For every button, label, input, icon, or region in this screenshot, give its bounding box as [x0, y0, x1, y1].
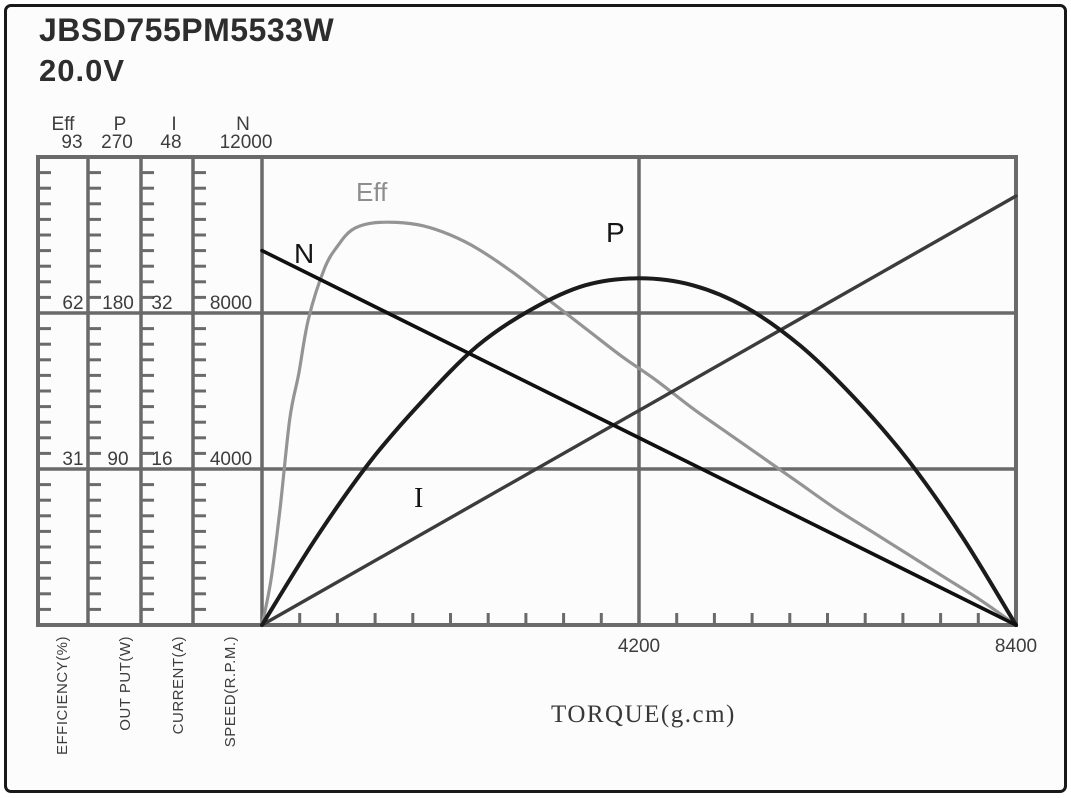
series-i: [260, 194, 1018, 627]
x-axis-title: TORQUE(g.cm): [551, 701, 736, 728]
x-tick-label-4200: 4200: [618, 636, 660, 657]
y-axis-title-efficiency: EFFICIENCY(%): [54, 636, 71, 755]
scale-name-eff: Eff: [52, 114, 76, 135]
series-eff: [260, 220, 1018, 627]
plot-border: [36, 155, 1018, 627]
x-tick-label-8400: 8400: [995, 636, 1037, 657]
scale-minor-ticks: [38, 171, 206, 611]
curve-label-i: I: [414, 483, 424, 514]
scale-name-i: I: [171, 114, 176, 135]
y-axis-title-output: OUT PUT(W): [117, 636, 134, 731]
series-n: [260, 248, 1018, 627]
voltage-label: 20.0V: [39, 53, 126, 88]
scale-tick-n-4000: 4000: [210, 449, 252, 470]
curve-label-n: N: [294, 238, 315, 269]
scale-tick-eff-62: 62: [62, 293, 83, 314]
scale-tick-i-16: 16: [151, 449, 172, 470]
y-axis-title-current: CURRENT(A): [170, 636, 187, 735]
curve-label-p: P: [606, 217, 625, 248]
chart-grid: [38, 157, 1016, 625]
y-axis-title-speed: SPEED(R.P.M.): [222, 636, 239, 748]
scale-name-p: P: [114, 114, 127, 135]
page-title: JBSD755PM5533W: [39, 12, 335, 48]
scale-tick-p-90: 90: [107, 449, 128, 470]
scale-max-eff: 93: [61, 132, 82, 153]
motor-performance-chart: Eff 93 62 31 P 270 180 90 I 48 32 16 N 12000 8000 4000 4…: [4, 4, 1067, 793]
scale-tick-p-180: 180: [102, 293, 134, 314]
scale-tick-i-32: 32: [151, 293, 172, 314]
scale-max-i: 48: [160, 132, 181, 153]
scale-max-p: 270: [101, 132, 133, 153]
scale-tick-n-8000: 8000: [210, 293, 252, 314]
series-p: [260, 276, 1018, 627]
scale-name-n: N: [236, 114, 250, 135]
scale-tick-eff-31: 31: [62, 449, 83, 470]
curve-label-eff: Eff: [356, 177, 388, 207]
scale-max-n: 12000: [220, 132, 273, 153]
